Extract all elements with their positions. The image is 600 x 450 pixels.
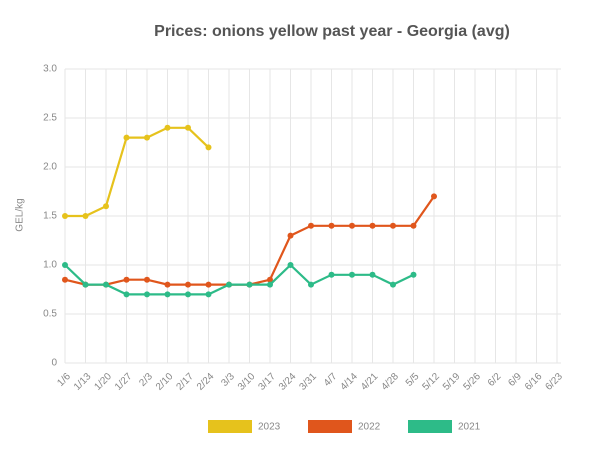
x-tick-label: 4/21	[359, 371, 381, 393]
data-point	[226, 281, 232, 288]
x-tick-label: 1/27	[113, 371, 135, 393]
data-point	[349, 271, 355, 278]
data-point	[103, 203, 109, 210]
x-tick-label: 5/26	[461, 371, 483, 393]
data-point	[246, 281, 253, 288]
data-point	[123, 291, 130, 298]
data-point	[144, 134, 150, 141]
x-tick-label: 2/17	[174, 371, 196, 393]
data-point	[369, 222, 376, 229]
data-point	[82, 213, 89, 219]
y-tick-label: 3.0	[43, 64, 57, 75]
y-tick-label: 0	[51, 358, 57, 369]
data-point	[205, 144, 212, 151]
data-point	[431, 193, 437, 200]
data-point	[328, 222, 335, 229]
x-tick-label: 1/6	[55, 371, 73, 389]
legend-label: 2022	[358, 422, 381, 433]
x-tick-label: 4/14	[338, 371, 360, 393]
y-tick-label: 0.5	[43, 309, 57, 320]
legend-swatch	[208, 420, 252, 433]
y-tick-label: 1.5	[43, 211, 57, 222]
x-tick-label: 6/9	[506, 371, 524, 389]
x-tick-label: 6/23	[543, 371, 565, 393]
data-point	[164, 124, 171, 131]
data-point	[103, 281, 109, 288]
data-point	[185, 281, 191, 288]
data-point	[287, 232, 294, 239]
legend-swatch	[308, 420, 352, 433]
x-tick-label: 3/31	[297, 371, 319, 393]
data-point	[62, 262, 68, 268]
x-tick-label: 4/7	[322, 371, 340, 389]
x-tick-label: 3/3	[219, 371, 237, 389]
data-point	[62, 213, 68, 219]
data-point	[123, 134, 130, 141]
data-point	[349, 222, 355, 229]
data-point	[144, 291, 150, 298]
legend-label: 2021	[458, 422, 481, 433]
data-point	[328, 271, 335, 278]
data-point	[205, 291, 212, 298]
y-tick-label: 2.5	[43, 113, 57, 124]
x-tick-label: 2/24	[195, 371, 217, 393]
y-axis-label: GEL/kg	[15, 198, 26, 231]
data-point	[287, 262, 294, 268]
data-point	[164, 291, 171, 298]
x-tick-label: 6/16	[523, 371, 545, 393]
x-tick-label: 3/24	[277, 371, 299, 393]
data-point	[410, 271, 417, 278]
data-point	[369, 271, 376, 278]
chart-title: Prices: onions yellow past year - Georgi…	[154, 23, 510, 40]
x-tick-label: 2/3	[137, 371, 155, 389]
data-point	[390, 222, 396, 229]
series-line	[65, 126, 210, 218]
data-point	[205, 281, 212, 288]
x-tick-label: 1/20	[92, 371, 114, 393]
x-tick-label: 3/10	[236, 371, 258, 393]
y-tick-label: 2.0	[43, 162, 57, 173]
x-tick-label: 6/2	[486, 371, 504, 389]
x-tick-label: 1/13	[72, 371, 94, 393]
data-point	[123, 276, 130, 283]
data-point	[267, 281, 273, 288]
y-tick-label: 1.0	[43, 260, 57, 271]
data-point	[164, 281, 171, 288]
x-tick-label: 4/28	[379, 371, 401, 393]
data-point	[308, 222, 314, 229]
data-point	[144, 276, 150, 283]
data-point	[390, 281, 396, 288]
legend-swatch	[408, 420, 452, 433]
data-point	[267, 276, 273, 283]
series-line	[64, 263, 414, 296]
data-point	[308, 281, 314, 288]
x-tick-label: 5/19	[441, 371, 463, 393]
x-tick-label: 5/5	[404, 371, 422, 389]
x-tick-label: 3/17	[256, 371, 278, 393]
x-tick-label: 5/12	[420, 371, 442, 393]
data-point	[185, 124, 191, 131]
data-point	[185, 291, 191, 298]
data-point	[62, 276, 68, 283]
data-point	[410, 222, 417, 229]
data-point	[82, 281, 89, 288]
x-tick-label: 2/10	[154, 371, 176, 393]
legend-label: 2023	[258, 422, 281, 433]
